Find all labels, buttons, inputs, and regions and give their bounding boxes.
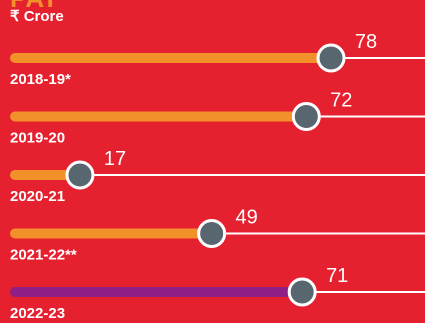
chart-category-label: 2020-21 bbox=[10, 188, 65, 205]
chart-value-label: 49 bbox=[236, 207, 258, 229]
chart-value-label: 17 bbox=[104, 148, 126, 170]
chart-category-label: 2019-20 bbox=[10, 130, 65, 147]
chart-value-knob bbox=[65, 160, 95, 190]
chart-row-1: 72 2019-20 bbox=[10, 90, 425, 147]
chart-value-knob bbox=[291, 102, 321, 131]
chart-value-label: 72 bbox=[330, 90, 352, 112]
chart-row-0: 78 2018-19* bbox=[10, 31, 425, 88]
chart-title: PAT bbox=[10, 0, 58, 11]
chart-category-label: 2022-23 bbox=[10, 305, 65, 322]
chart-row-4: 71 2022-23 bbox=[10, 265, 425, 322]
chart-row-3: 49 2021-22** bbox=[10, 207, 425, 264]
chart-unit-label: ₹ Crore bbox=[10, 8, 64, 25]
chart-value-knob bbox=[316, 43, 346, 73]
chart-value-label: 71 bbox=[326, 265, 348, 287]
chart-category-label: 2018-19* bbox=[10, 71, 71, 88]
chart-value-knob bbox=[197, 219, 227, 248]
chart-bar bbox=[10, 287, 303, 297]
chart-row-2: 17 2020-21 bbox=[10, 148, 425, 205]
chart-bar bbox=[10, 228, 212, 239]
chart-bar bbox=[10, 111, 307, 122]
chart-category-label: 2021-22** bbox=[10, 247, 77, 264]
chart-value-knob bbox=[287, 277, 317, 307]
chart-bar bbox=[10, 53, 331, 63]
chart-bar bbox=[10, 170, 80, 180]
chart-value-label: 78 bbox=[355, 31, 377, 53]
